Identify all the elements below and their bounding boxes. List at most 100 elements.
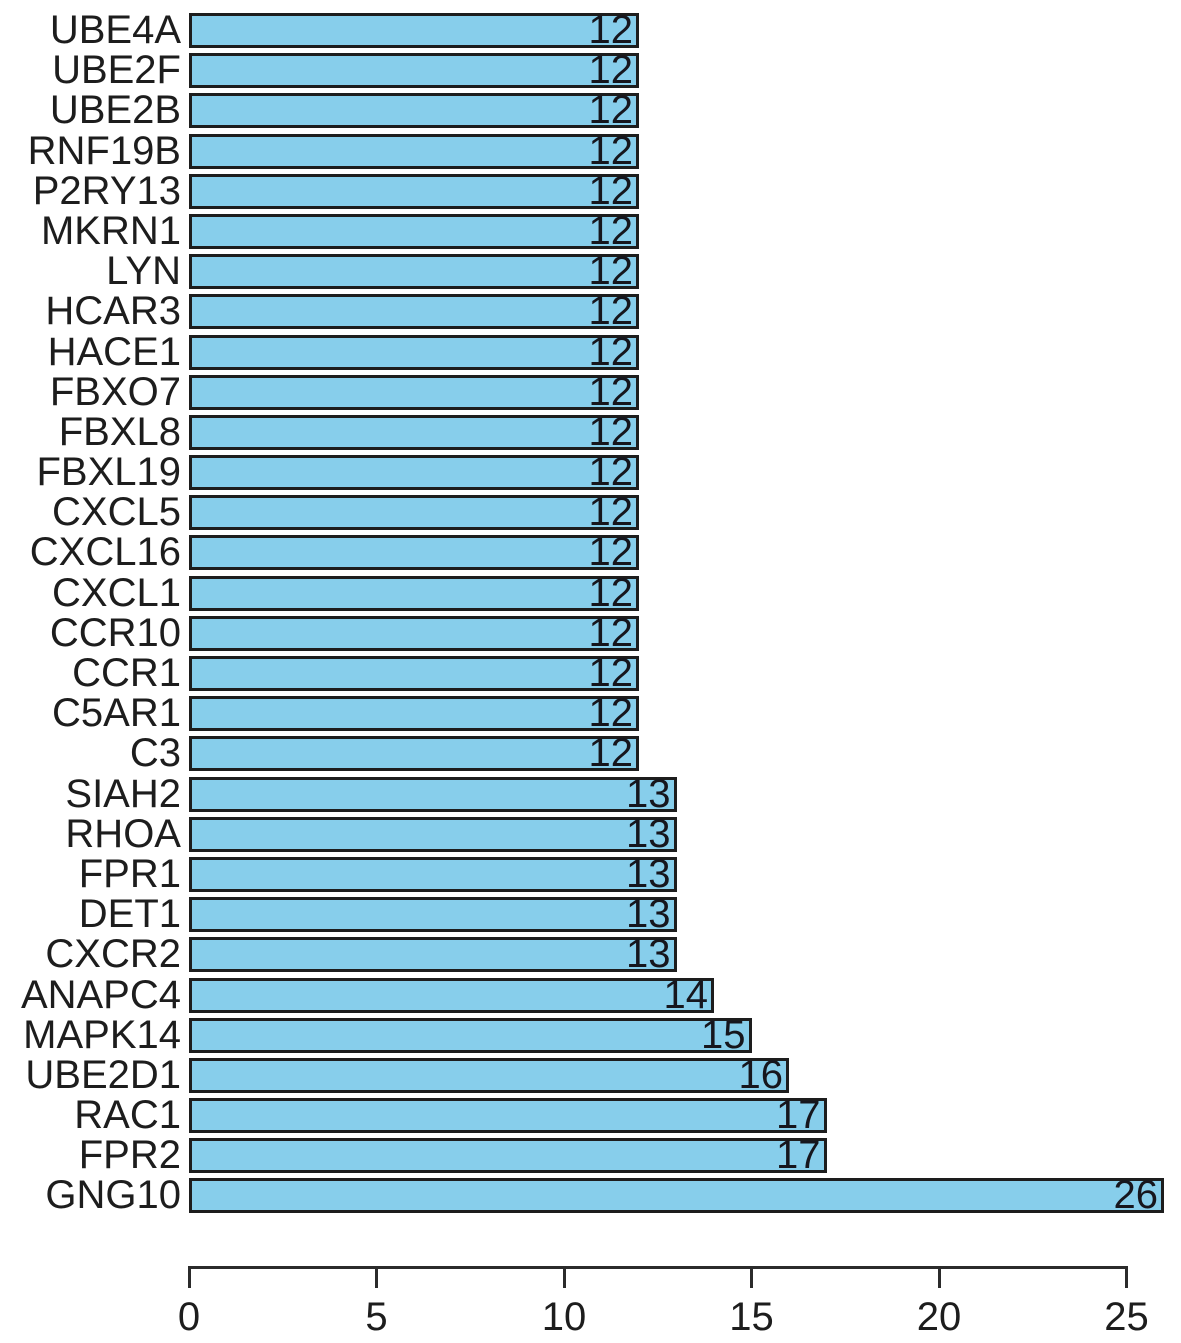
bar[interactable]: 12 bbox=[189, 249, 639, 294]
bar[interactable]: 12 bbox=[189, 48, 639, 93]
bar-row: UBE2F 12 bbox=[0, 48, 1181, 93]
x-axis-tick-label: 10 bbox=[541, 1295, 587, 1339]
bar-value-label: 12 bbox=[588, 249, 634, 294]
bar-row: CXCL5 12 bbox=[0, 490, 1181, 535]
bar-value-label: 17 bbox=[776, 1133, 821, 1178]
bar-value-label: 12 bbox=[588, 329, 634, 374]
bar-value-label: 12 bbox=[588, 128, 634, 173]
bar-value-label: 13 bbox=[626, 851, 671, 896]
bar-value-label: 12 bbox=[588, 731, 634, 776]
bar[interactable]: 26 bbox=[189, 1173, 1164, 1218]
bar-value-label: 12 bbox=[588, 168, 634, 213]
category-label: DET1 bbox=[78, 892, 181, 937]
bar[interactable]: 12 bbox=[189, 369, 639, 414]
bar[interactable]: 13 bbox=[189, 771, 677, 816]
bar[interactable]: 12 bbox=[189, 211, 639, 251]
x-axis-tick-label: 0 bbox=[177, 1295, 201, 1339]
bar-row: HCAR3 12 bbox=[0, 289, 1181, 334]
bar-row: CXCL16 12 bbox=[0, 530, 1181, 575]
bar-value-label: 12 bbox=[588, 570, 634, 615]
bar-value-label: 12 bbox=[588, 48, 634, 93]
bar[interactable]: 14 bbox=[189, 972, 714, 1017]
category-label: FPR1 bbox=[78, 851, 181, 896]
category-label: UBE2B bbox=[49, 88, 181, 133]
bar[interactable]: 12 bbox=[189, 693, 639, 733]
category-label: C3 bbox=[129, 731, 181, 776]
bar-value-label: 13 bbox=[626, 811, 671, 856]
x-axis-tick-label: 5 bbox=[365, 1295, 388, 1339]
category-label: RAC1 bbox=[74, 1093, 181, 1138]
bar-row: CCR1 12 bbox=[0, 651, 1181, 695]
bar[interactable]: 12 bbox=[189, 88, 639, 133]
bar[interactable]: 12 bbox=[189, 409, 639, 454]
bar[interactable]: 12 bbox=[189, 10, 639, 50]
bar-row: CCR10 12 bbox=[0, 610, 1181, 655]
bar-row: CXCL1 12 bbox=[0, 570, 1181, 615]
bar-row: P2RY13 12 bbox=[0, 168, 1181, 213]
bar[interactable]: 12 bbox=[189, 653, 639, 693]
bar[interactable]: 15 bbox=[189, 1015, 752, 1055]
bar-value-label: 12 bbox=[588, 490, 634, 535]
bar-value-label: 12 bbox=[588, 88, 634, 133]
bar[interactable]: 13 bbox=[189, 811, 677, 856]
bar[interactable]: 12 bbox=[189, 530, 639, 575]
bar-row: C3 12 bbox=[0, 731, 1181, 776]
bar-row: DET1 13 bbox=[0, 892, 1181, 937]
bar-value-label: 12 bbox=[588, 289, 634, 334]
bar[interactable]: 12 bbox=[189, 610, 639, 655]
bar[interactable]: 17 bbox=[189, 1093, 827, 1138]
category-label: FBXO7 bbox=[49, 369, 181, 414]
category-label: CXCR2 bbox=[45, 932, 181, 977]
bar-value-label: 12 bbox=[588, 450, 634, 495]
bar[interactable]: 12 bbox=[189, 731, 639, 776]
bar-row: UBE2B 12 bbox=[0, 88, 1181, 133]
category-label: FBXL19 bbox=[36, 450, 181, 495]
bar-row: MAPK14 15 bbox=[0, 1012, 1181, 1057]
bar-row: UBE2D1 16 bbox=[0, 1055, 1181, 1095]
bar[interactable]: 13 bbox=[189, 894, 677, 934]
bar-value-label: 12 bbox=[588, 610, 634, 655]
bar[interactable]: 13 bbox=[189, 934, 677, 974]
bar[interactable]: 13 bbox=[189, 851, 677, 896]
bar-row: FPR1 13 bbox=[0, 851, 1181, 896]
bar[interactable]: 12 bbox=[189, 289, 639, 334]
bar-value-label: 26 bbox=[1113, 1173, 1159, 1218]
bar[interactable]: 12 bbox=[189, 128, 639, 173]
bar[interactable]: 12 bbox=[189, 490, 639, 535]
x-axis-tick-mark bbox=[562, 1266, 566, 1288]
bar-row: FBXO7 12 bbox=[0, 369, 1181, 414]
bar-row: RHOA 13 bbox=[0, 811, 1181, 856]
bar[interactable]: 12 bbox=[189, 329, 639, 374]
category-label: GNG10 bbox=[45, 1173, 181, 1218]
x-axis-tick-label: 15 bbox=[729, 1295, 774, 1339]
bar-value-label: 12 bbox=[588, 530, 634, 575]
x-axis-line bbox=[187, 1266, 1128, 1269]
bar-row: FBXL8 12 bbox=[0, 409, 1181, 454]
category-label: RNF19B bbox=[27, 128, 181, 173]
category-label: ANAPC4 bbox=[20, 972, 181, 1017]
x-axis-tick-mark bbox=[937, 1266, 941, 1288]
bar[interactable]: 12 bbox=[189, 450, 639, 495]
bar[interactable]: 12 bbox=[189, 570, 639, 615]
bar-value-label: 12 bbox=[588, 409, 634, 454]
category-label: P2RY13 bbox=[32, 168, 181, 213]
bar[interactable]: 17 bbox=[189, 1133, 827, 1178]
bar-value-label: 12 bbox=[588, 369, 634, 414]
category-label: UBE4A bbox=[49, 8, 181, 52]
bar-row: HACE1 12 bbox=[0, 329, 1181, 374]
category-label: CCR1 bbox=[72, 651, 181, 695]
bar-row: CXCR2 13 bbox=[0, 932, 1181, 977]
bar-value-label: 17 bbox=[776, 1093, 821, 1138]
bar[interactable]: 16 bbox=[189, 1055, 789, 1095]
bar-value-label: 13 bbox=[626, 771, 671, 816]
category-label: MAPK14 bbox=[23, 1012, 181, 1057]
bar-row: FBXL19 12 bbox=[0, 450, 1181, 495]
bar-row: RNF19B 12 bbox=[0, 128, 1181, 173]
bar-value-label: 14 bbox=[663, 972, 709, 1017]
bar-rows-container: UBE4A 12 UBE2F 12 UBE2B 12 RNF19B 12 bbox=[0, 8, 1181, 1219]
category-label: FPR2 bbox=[78, 1133, 181, 1178]
bar[interactable]: 12 bbox=[189, 168, 639, 213]
x-axis-tick-mark bbox=[375, 1266, 378, 1288]
x-axis-tick-mark bbox=[187, 1266, 191, 1288]
